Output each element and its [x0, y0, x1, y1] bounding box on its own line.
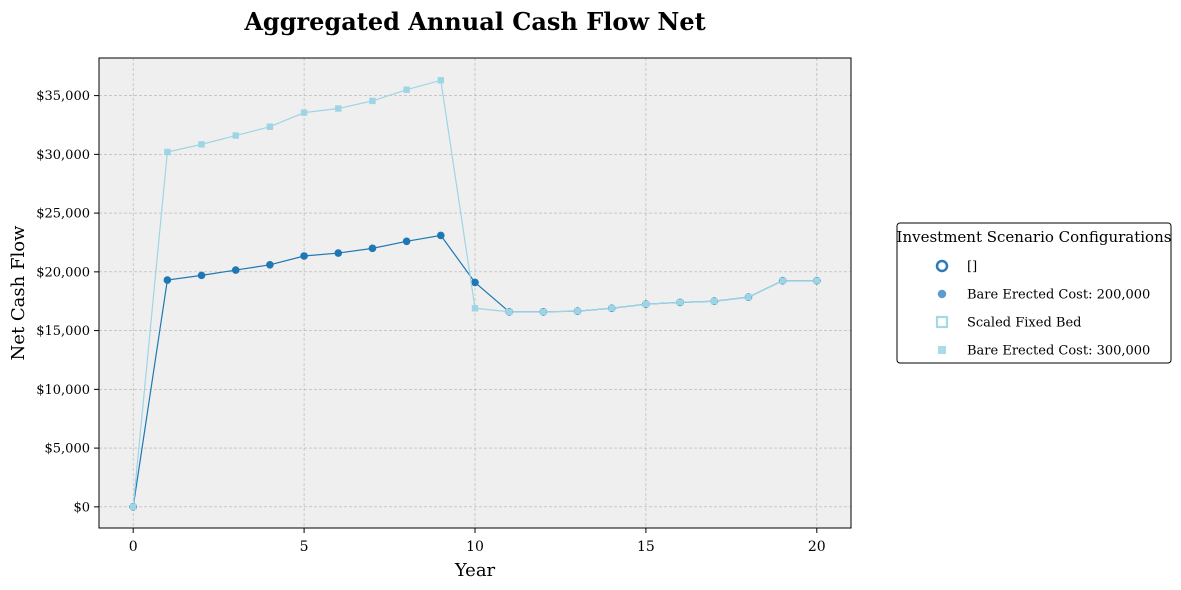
- legend-box: [896, 222, 1172, 364]
- y-axis-label: Net Cash Flow: [8, 225, 29, 360]
- series-2-point: [129, 503, 137, 511]
- legend-entry: Bare Erected Cost: 200,000: [937, 288, 1150, 303]
- axis-ticks: 0 5 10 15 20 $0 $5,000 $10,000 $15,000 $20,000 $25…: [36, 89, 825, 555]
- series-2-point: [437, 77, 445, 84]
- legend-entry: Bare Erected Cost: 300,000: [938, 344, 1150, 359]
- series-2-point: [164, 148, 171, 156]
- series-2-point: [505, 308, 513, 315]
- series-1-point: [437, 231, 445, 240]
- series-2-point: [403, 86, 410, 93]
- series-2-point: [369, 97, 376, 105]
- y-tick-label: $20,000: [36, 265, 90, 280]
- series-2: [129, 77, 821, 511]
- legend-label: Bare Erected Cost: 300,000: [967, 344, 1150, 359]
- legend-marker: [935, 315, 949, 329]
- legend-marker: [935, 259, 949, 273]
- legend-entry: Scaled Fixed Bed: [935, 315, 1081, 331]
- x-tick-label: 5: [300, 539, 309, 555]
- series-2-point: [711, 298, 718, 305]
- series-2-point: [266, 123, 274, 130]
- series-1-point: [266, 261, 274, 269]
- series-2-point: [300, 109, 308, 116]
- y-tick-label: $0: [73, 500, 90, 515]
- series-1-point: [471, 278, 479, 287]
- x-axis-label: Year: [454, 560, 496, 581]
- series-1-point: [300, 252, 308, 260]
- series-2-point: [232, 132, 239, 139]
- series-2-point: [198, 141, 205, 148]
- y-tick-label: $35,000: [36, 89, 90, 104]
- series-layer: [129, 77, 821, 511]
- legend-label: Bare Erected Cost: 200,000: [967, 288, 1150, 303]
- series-2-point: [745, 293, 752, 301]
- series-1-point: [368, 244, 377, 253]
- series-2-point: [779, 277, 786, 284]
- series-1-point: [163, 276, 172, 284]
- y-tick-label: $5,000: [45, 442, 91, 457]
- series-2-point: [335, 105, 342, 112]
- series-2-point: [540, 308, 547, 315]
- series-2-point: [471, 305, 479, 312]
- y-tick-label: $15,000: [36, 324, 90, 339]
- y-tick-label: $30,000: [36, 148, 90, 163]
- series-2-point: [642, 300, 650, 308]
- legend-label: Scaled Fixed Bed: [967, 316, 1081, 331]
- legend-marker: [937, 289, 947, 299]
- y-tick-label: $25,000: [36, 207, 90, 222]
- legend: Investment Scenario Configurations [] Bar…: [896, 222, 1172, 364]
- series-2-point: [813, 277, 821, 284]
- series-2-point: [608, 305, 615, 312]
- chart-title: Aggregated Annual Cash Flow Net: [243, 7, 705, 36]
- x-tick-label: 0: [129, 539, 138, 555]
- series-2-point: [676, 299, 684, 306]
- grid: [99, 58, 851, 528]
- y-tick-label: $10,000: [36, 383, 90, 398]
- legend-title: Investment Scenario Configurations: [897, 228, 1172, 246]
- series-1-point: [231, 266, 240, 274]
- legend-marker: [938, 346, 946, 354]
- legend-entry: []: [935, 259, 977, 275]
- series-2-point: [574, 308, 581, 315]
- x-tick-label: 20: [808, 539, 826, 555]
- series-1-point: [197, 271, 206, 280]
- series-1-point: [402, 237, 411, 246]
- legend-label: []: [967, 260, 977, 275]
- x-tick-label: 15: [637, 539, 655, 555]
- x-tick-label: 10: [466, 539, 484, 555]
- series-1-point: [334, 249, 343, 257]
